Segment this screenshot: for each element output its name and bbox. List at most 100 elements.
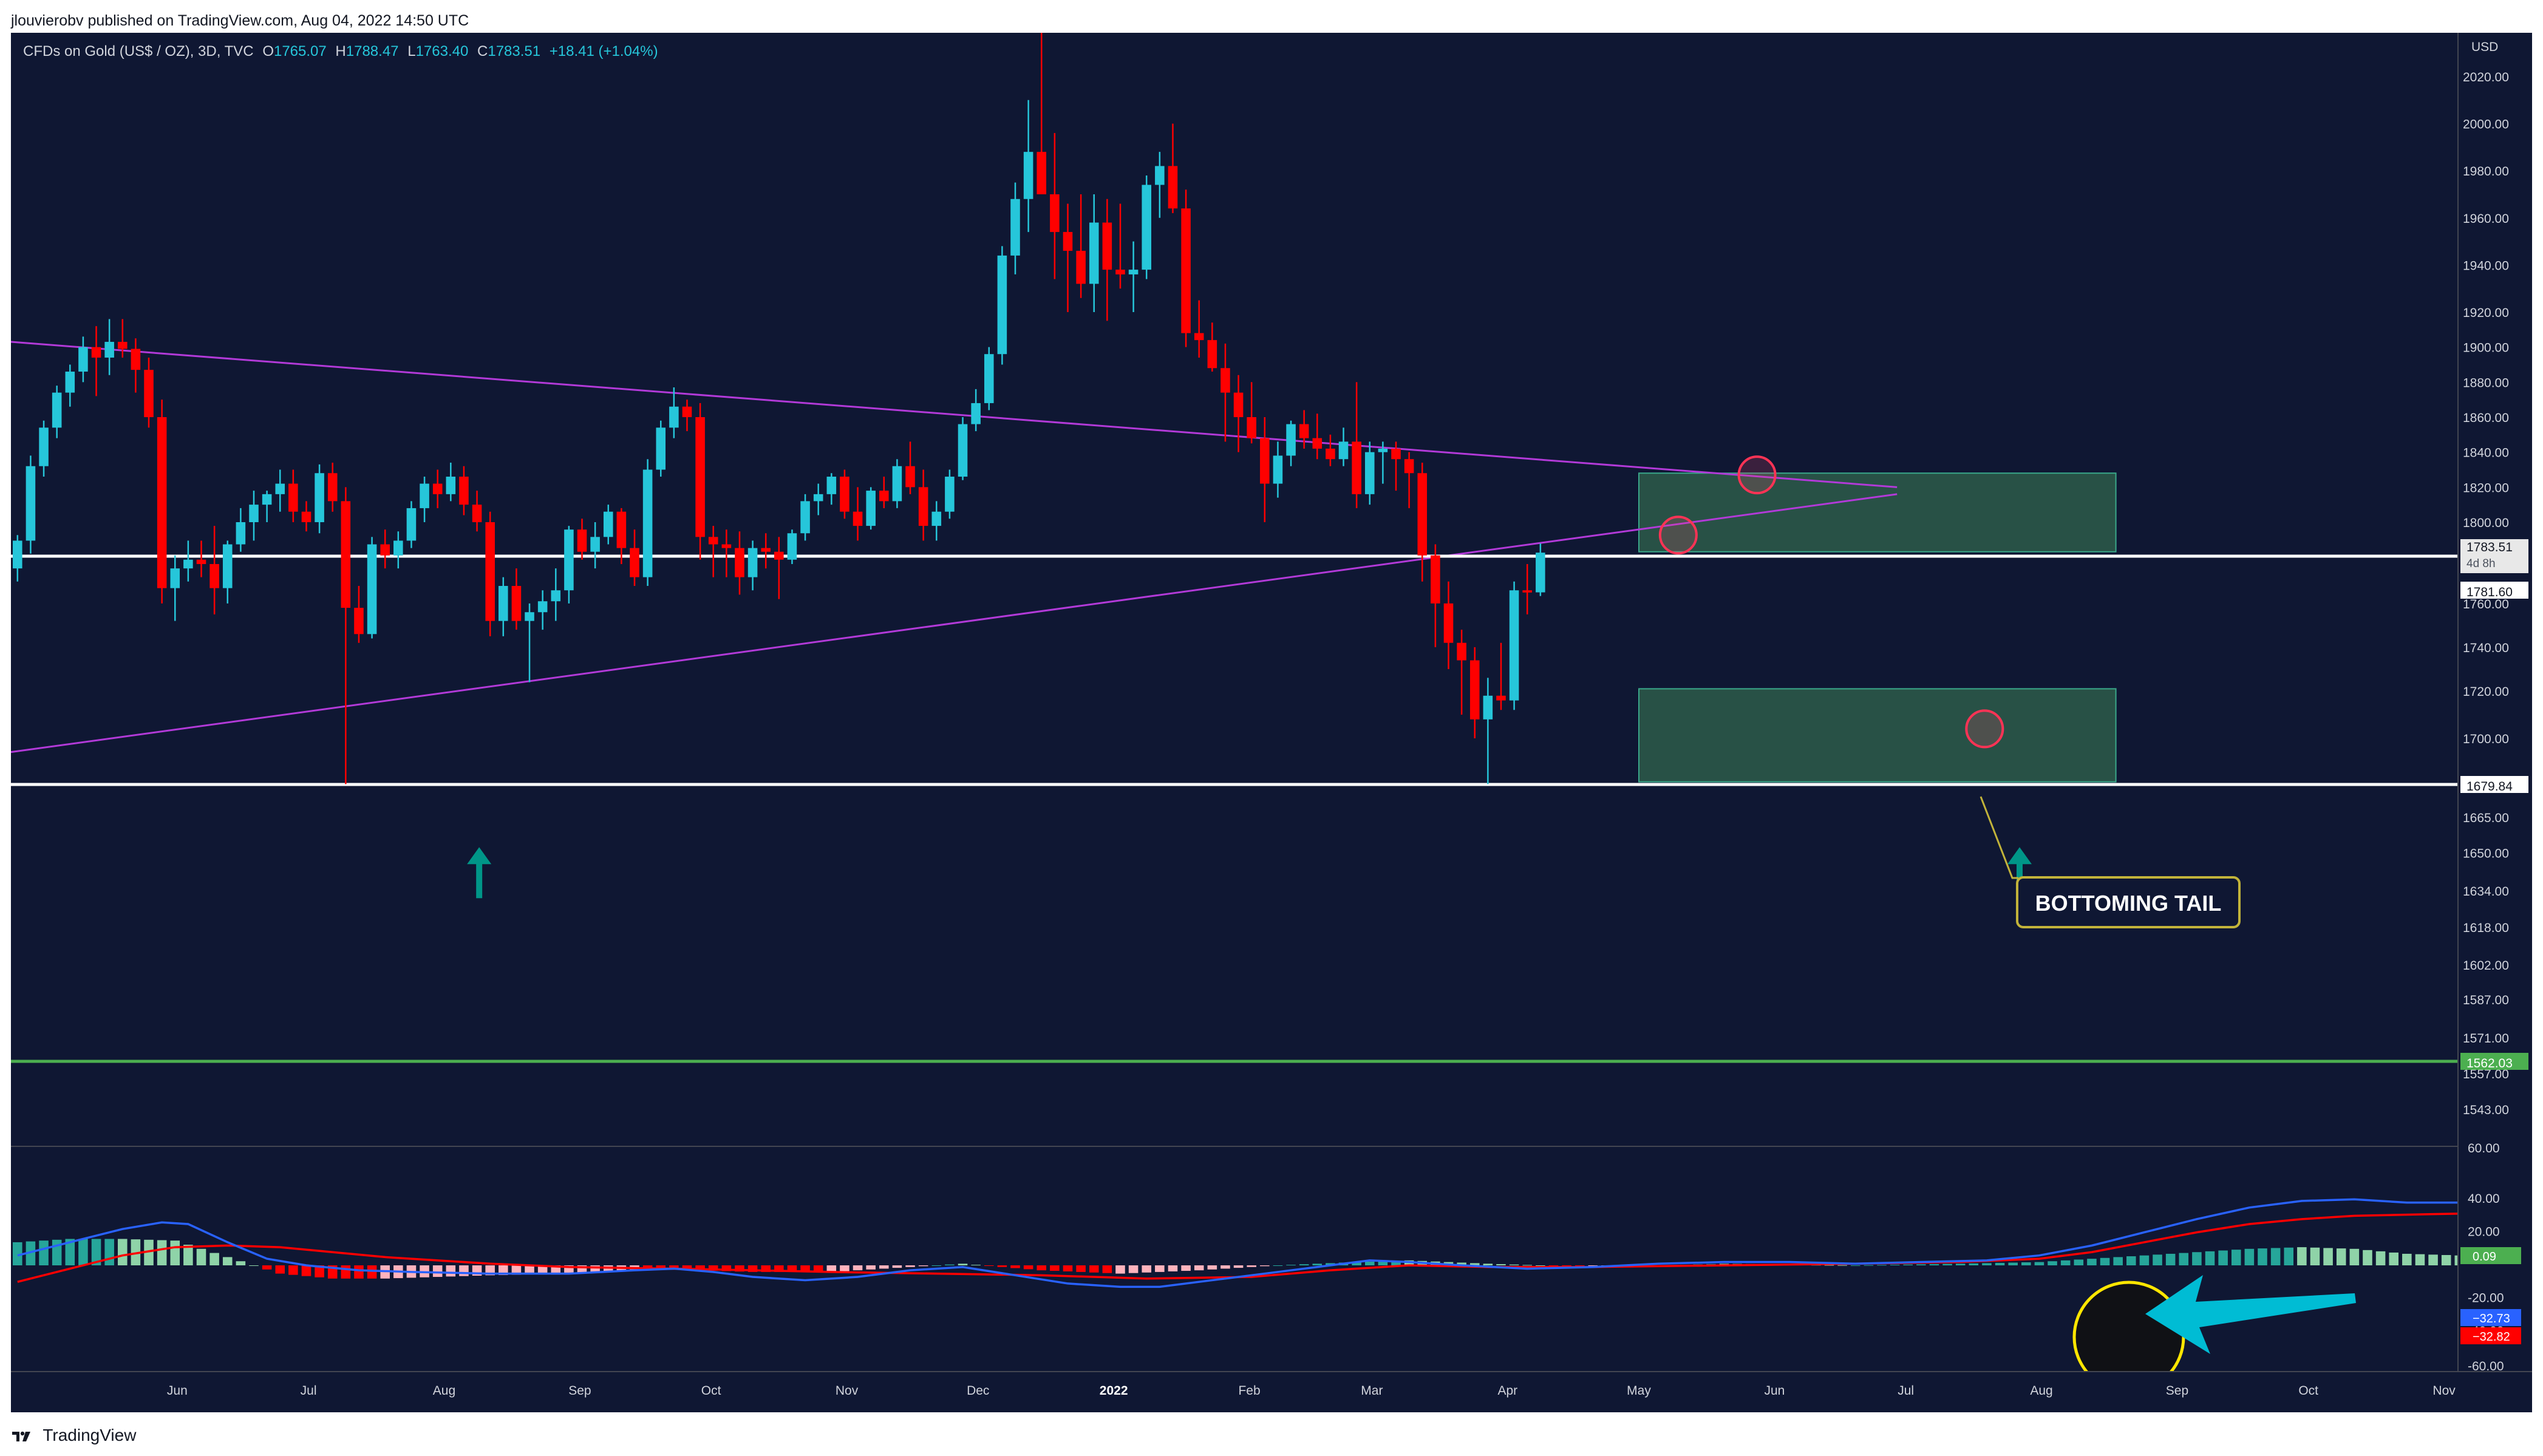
candle <box>1457 630 1466 715</box>
macd-histogram-bar <box>117 1239 128 1265</box>
price-axis-tick: 1960.00 <box>2463 212 2509 226</box>
candle <box>682 400 692 432</box>
candle <box>774 537 784 599</box>
macd-histogram-bar <box>958 1264 968 1265</box>
macd-histogram-bar <box>26 1241 36 1265</box>
macd-histogram-bar <box>288 1265 298 1275</box>
candle <box>39 420 49 477</box>
macd-axis-tick: -60.00 <box>2468 1359 2504 1373</box>
candle <box>1378 441 1388 484</box>
candle <box>1469 647 1480 738</box>
macd-histogram-bar <box>853 1265 863 1271</box>
candle <box>537 590 548 630</box>
macd-value-label: −32.73 <box>2473 1312 2510 1325</box>
macd-histogram-bar <box>1929 1264 1939 1265</box>
candle <box>1431 544 1440 647</box>
candle-body <box>1522 590 1533 593</box>
macd-axis-tick: 20.00 <box>2468 1225 2500 1239</box>
macd-value-label-box <box>2460 1309 2521 1326</box>
candle-body <box>26 466 36 541</box>
macd-histogram-bar <box>2060 1260 2071 1265</box>
candle-body <box>813 494 823 502</box>
macd-histogram-bar <box>315 1265 324 1277</box>
candle-body <box>1181 208 1191 333</box>
tradingview-logo-icon[interactable] <box>11 1425 36 1445</box>
macd-histogram-bar <box>1483 1264 1493 1265</box>
candle <box>249 491 259 541</box>
macd-histogram-bar <box>432 1265 443 1277</box>
macd-histogram-bar <box>341 1265 351 1279</box>
candle-body <box>603 511 613 537</box>
candle <box>1102 199 1112 321</box>
macd-histogram-bar <box>262 1265 272 1270</box>
macd-histogram-bar <box>39 1240 49 1265</box>
macd-histogram-bar <box>931 1265 942 1266</box>
macd-histogram-bar <box>1562 1265 1571 1267</box>
footer-brand[interactable]: TradingView <box>43 1426 137 1444</box>
candle-body <box>656 427 666 470</box>
candle-body <box>65 372 75 393</box>
candle <box>104 319 114 375</box>
macd-histogram-bar <box>78 1239 88 1265</box>
cyan-arrow-shape <box>2145 1275 2356 1354</box>
candle <box>971 389 981 432</box>
macd-histogram-bar <box>1457 1262 1466 1265</box>
candle-body <box>931 511 942 526</box>
candle <box>866 487 876 530</box>
candle-body <box>1076 251 1086 284</box>
macd-histogram-bar <box>1496 1264 1506 1265</box>
macd-histogram-bar <box>1220 1265 1230 1269</box>
candle-body <box>499 586 508 621</box>
up-arrow-head <box>467 847 492 865</box>
candle <box>262 491 272 522</box>
macd-histogram-bar <box>2375 1251 2386 1265</box>
candle <box>1326 434 1335 466</box>
macd-histogram-bar <box>2270 1248 2281 1265</box>
macd-histogram-bar <box>1955 1264 1966 1265</box>
macd-histogram-bar <box>1536 1265 1545 1266</box>
candle <box>1496 642 1506 710</box>
candle <box>1207 322 1217 372</box>
candle <box>511 568 522 630</box>
macd-histogram-bar <box>1312 1264 1323 1265</box>
legend-open-label: O <box>262 43 274 60</box>
candle-body <box>1457 642 1466 661</box>
candle <box>603 505 613 545</box>
price-axis-tick: 1720.00 <box>2463 685 2509 699</box>
macd-histogram-bar <box>2349 1248 2360 1265</box>
price-chart[interactable]: BOTTOMING TAIL USD 2020.00 2000.00 1980.00 19… <box>11 33 2532 1412</box>
macd-histogram-bar <box>1326 1263 1335 1265</box>
macd-histogram-bar <box>537 1265 548 1274</box>
candle-body <box>761 548 771 552</box>
candle-body <box>971 403 981 424</box>
candle-body <box>525 612 534 621</box>
candle-body <box>879 491 889 502</box>
macd-histogram-bar <box>367 1265 377 1279</box>
candle-body <box>288 483 298 512</box>
candle-body <box>577 529 587 552</box>
candle-body <box>406 508 417 541</box>
macd-histogram-bar <box>2100 1257 2110 1265</box>
macd-histogram-bar <box>2441 1255 2451 1265</box>
price-axis-tick: 1880.00 <box>2463 376 2509 390</box>
macd-axis-tick: 60.00 <box>2468 1141 2500 1155</box>
macd-histogram-bar <box>761 1265 771 1272</box>
time-axis-tick: Oct <box>2298 1384 2318 1398</box>
wedge-line-lower <box>11 493 1898 754</box>
candle-body <box>1496 695 1506 701</box>
chart-frame[interactable]: BOTTOMING TAIL USD 2020.00 2000.00 1980.00 19… <box>11 33 2532 1412</box>
candle-body <box>708 537 718 545</box>
candle-body <box>341 501 351 608</box>
candle-body <box>1089 222 1099 284</box>
candle-body <box>642 469 653 577</box>
candle-body <box>1260 438 1270 484</box>
candle-body <box>630 548 639 577</box>
candle-body <box>485 522 495 621</box>
time-axis-tick: Sep <box>568 1384 591 1398</box>
macd-value-label: −32.82 <box>2473 1330 2510 1344</box>
candle <box>52 386 62 438</box>
candle <box>931 501 942 541</box>
callout-pointer <box>1980 796 2018 879</box>
macd-histogram-bar <box>2258 1248 2267 1265</box>
candle-body <box>669 406 679 428</box>
